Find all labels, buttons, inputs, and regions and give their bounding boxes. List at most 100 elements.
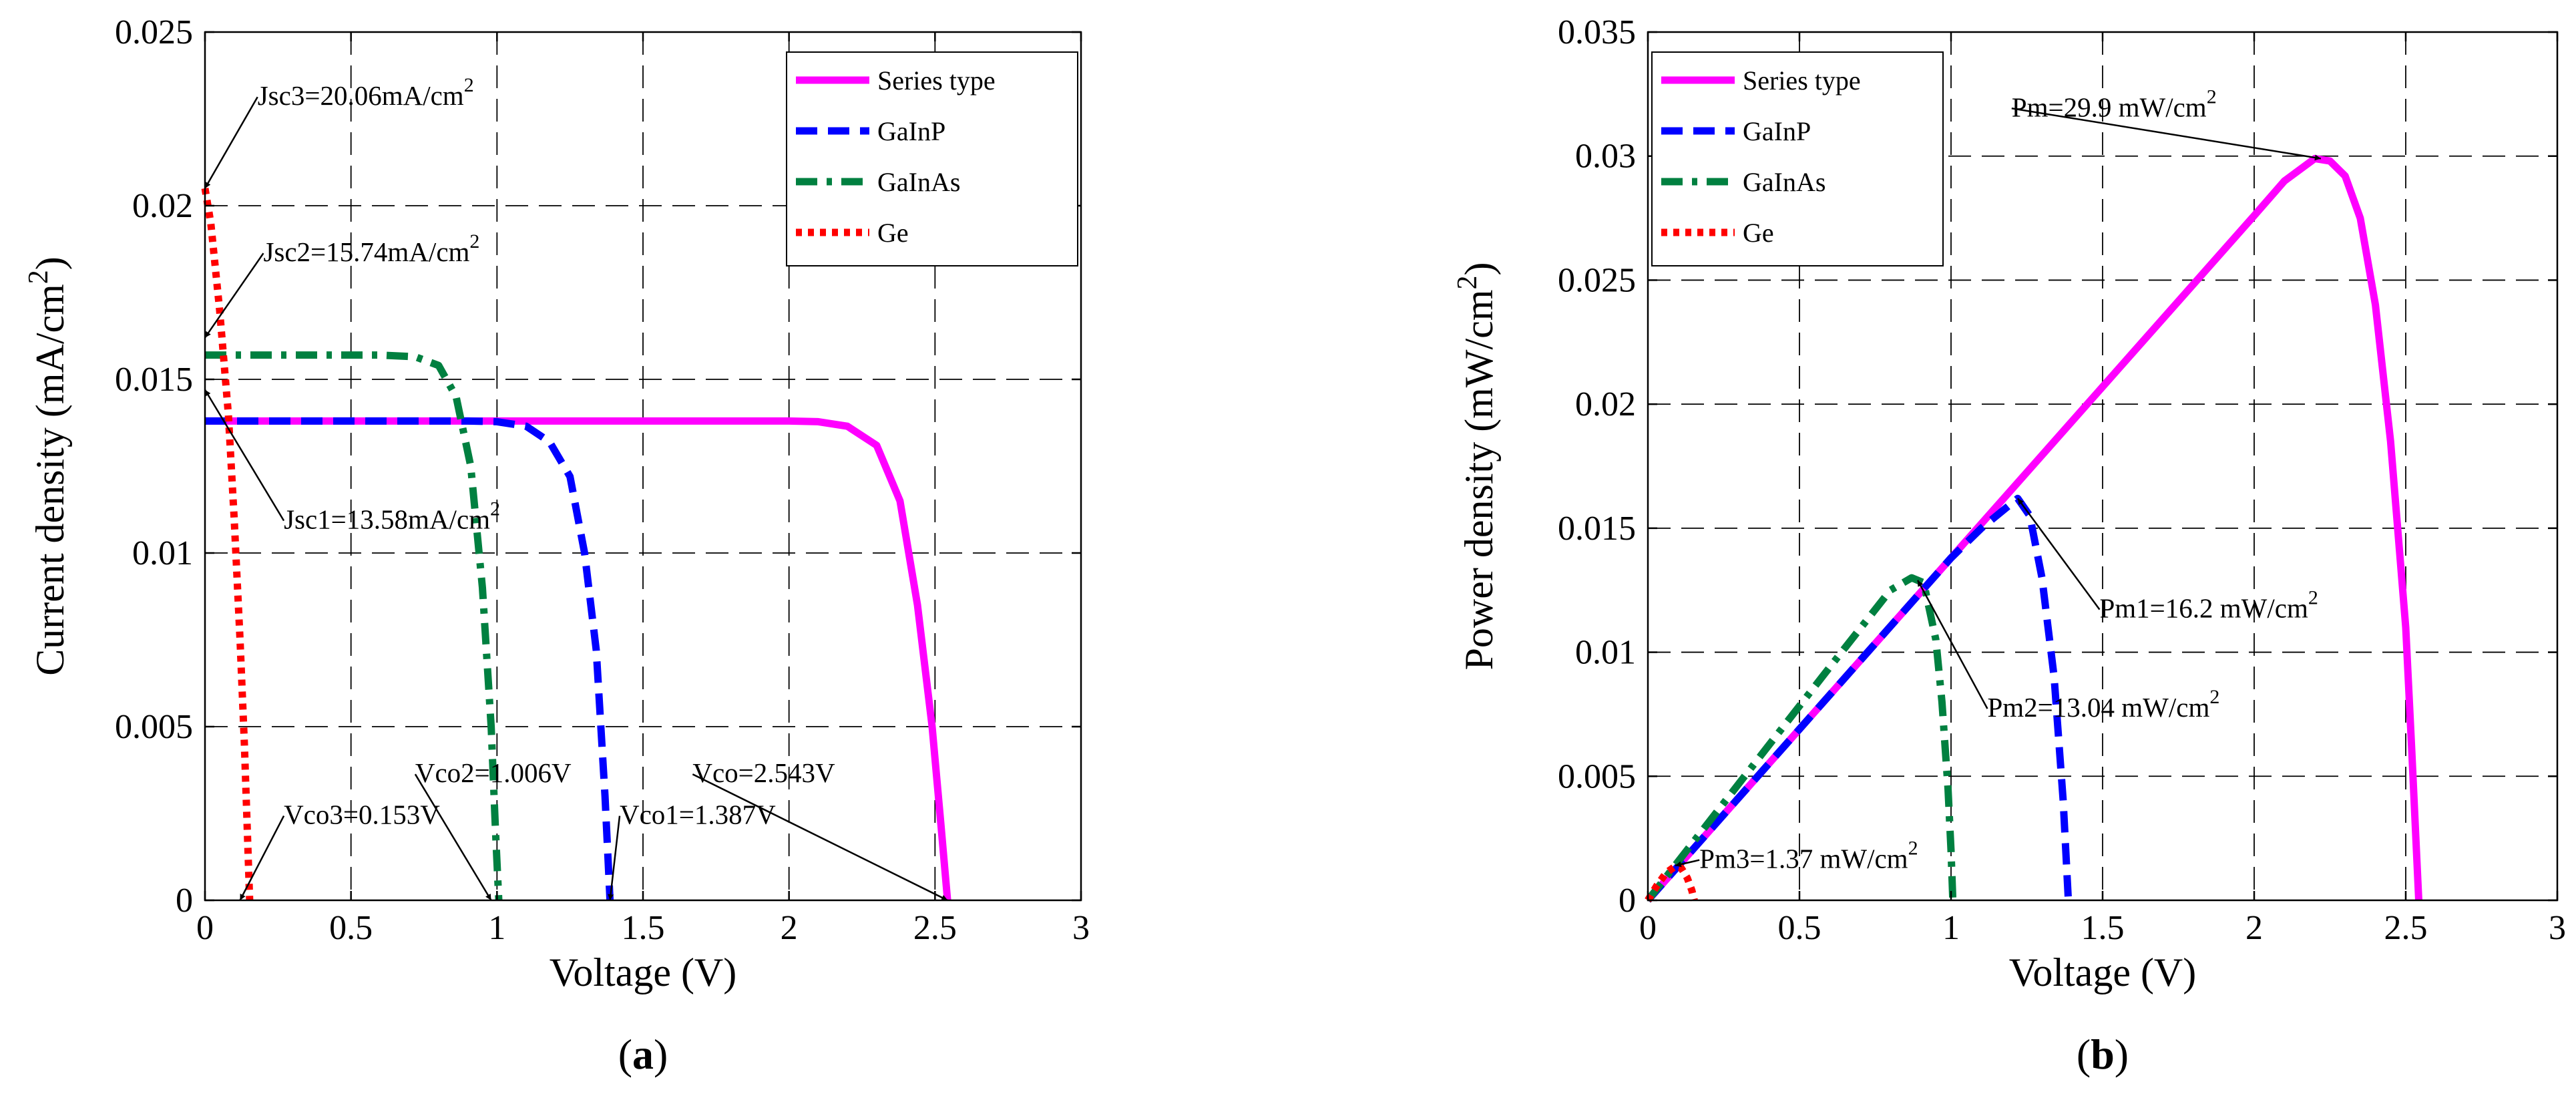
series-line-ge bbox=[1645, 862, 1698, 902]
legend-label: Series type bbox=[1743, 65, 1861, 96]
series-line-gainas bbox=[205, 351, 503, 901]
annotation-text: Pm=29.9 mW/cm bbox=[2012, 91, 2207, 122]
series-line-gainp bbox=[205, 417, 614, 901]
y-tick-label: 0.01 bbox=[1575, 634, 1636, 672]
annotation-arrow bbox=[1916, 580, 1988, 709]
annotation-label: Vco=2.543V bbox=[692, 757, 835, 788]
annotation-sup: 2 bbox=[469, 230, 479, 252]
series-line-series-type bbox=[1645, 154, 2422, 903]
y-tick-label: 0.03 bbox=[1575, 138, 1636, 176]
annotation-arrow bbox=[204, 96, 258, 189]
annotation-sup: 2 bbox=[2207, 85, 2217, 108]
legend: Series type GaInP GaInAs Ge bbox=[1651, 51, 1944, 266]
annotation-text: Pm3=1.37 mW/cm bbox=[1699, 844, 1908, 874]
annotation-text: Pm2=13.04 mW/cm bbox=[1987, 692, 2209, 723]
annotation-arrow bbox=[239, 815, 285, 901]
annotation-arrow bbox=[2016, 498, 2101, 610]
y-tick-label: 0.015 bbox=[115, 361, 193, 399]
annotation-arrow bbox=[204, 389, 285, 522]
y-axis-label-sup: 2 bbox=[23, 270, 54, 284]
x-tick-label: 0.5 bbox=[329, 909, 373, 947]
legend-label: Ge bbox=[1743, 218, 1774, 248]
annotation-sup: 2 bbox=[2308, 587, 2318, 609]
axis-ticks: 0 0.5 1 1.5 2 2.5 3 0 0.005 0.01 0.015 0.02 0.025 bbox=[115, 13, 1090, 947]
y-tick-label: 0.02 bbox=[132, 187, 193, 225]
annotation-label: Jsc3=20.06mA/cm2 bbox=[258, 74, 474, 111]
annotation-label: Vco1=1.387V bbox=[620, 799, 776, 830]
caption-open: ( bbox=[2077, 1031, 2091, 1078]
annotation-text: Jsc2=15.74mA/cm bbox=[263, 236, 469, 267]
annotation-label: Jsc2=15.74mA/cm2 bbox=[263, 230, 479, 267]
annotation-text: Vco3=0.153V bbox=[284, 799, 440, 830]
y-tick-label: 0.025 bbox=[115, 13, 193, 51]
annotation-arrow bbox=[2011, 108, 2322, 161]
series-group bbox=[1645, 154, 2422, 903]
caption-letter: b bbox=[2091, 1031, 2115, 1078]
annotation-text: Vco2=1.006V bbox=[415, 757, 572, 788]
y-axis-label-close: ) bbox=[28, 256, 72, 270]
x-axis-label: Voltage (V) bbox=[550, 950, 737, 994]
annotation-text: Jsc1=13.58mA/cm bbox=[284, 504, 490, 535]
series-line-ge bbox=[201, 188, 254, 901]
legend-label: GaInP bbox=[1743, 116, 1811, 146]
y-axis-label-sup: 2 bbox=[1452, 276, 1483, 290]
panel-caption: (a) bbox=[618, 1031, 668, 1078]
annotation-arrow bbox=[204, 252, 264, 339]
x-tick-label: 1 bbox=[1942, 909, 1960, 947]
legend-label: GaInAs bbox=[877, 167, 960, 197]
x-tick-label: 2.5 bbox=[913, 909, 957, 947]
y-axis-label-main: Current density (mA/cm bbox=[28, 284, 72, 676]
y-tick-label: 0.025 bbox=[1558, 261, 1636, 299]
x-tick-label: 2 bbox=[2245, 909, 2263, 947]
y-tick-label: 0.005 bbox=[115, 708, 193, 746]
y-tick-label: 0.015 bbox=[1558, 510, 1636, 548]
x-tick-label: 2 bbox=[781, 909, 798, 947]
grid-lines bbox=[1648, 32, 2557, 900]
y-tick-label: 0.02 bbox=[1575, 385, 1636, 423]
y-axis-label-close: ) bbox=[1457, 262, 1501, 276]
x-axis-label: Voltage (V) bbox=[2009, 950, 2197, 994]
annotation-sup: 2 bbox=[1908, 838, 1918, 860]
x-tick-label: 3 bbox=[1072, 909, 1090, 947]
annotation-text: Vco=2.543V bbox=[692, 757, 835, 788]
annotation-sup: 2 bbox=[464, 74, 474, 96]
series-group bbox=[201, 188, 951, 901]
series-line-gainas bbox=[1645, 574, 1957, 903]
annotation-arrow bbox=[608, 815, 621, 901]
annotation-arrow bbox=[1675, 859, 1700, 868]
x-tick-label: 0.5 bbox=[1778, 909, 1821, 947]
annotation-text: Jsc3=20.06mA/cm bbox=[258, 80, 464, 111]
annotation-label: Jsc1=13.58mA/cm2 bbox=[284, 498, 500, 535]
y-tick-label: 0 bbox=[176, 882, 193, 920]
y-axis-label: Current density (mA/cm2) bbox=[23, 256, 72, 676]
y-axis-label-main: Power density (mW/cm bbox=[1457, 290, 1501, 671]
chart-panel-a: 0 0.5 1 1.5 2 2.5 3 0 0.005 0.01 0.015 0.02 0.025 Vol… bbox=[23, 13, 1090, 1078]
annotation-arrow bbox=[692, 773, 948, 902]
annotation-label: Pm2=13.04 mW/cm2 bbox=[1987, 686, 2219, 723]
annotation-text: Vco1=1.387V bbox=[620, 799, 776, 830]
legend-label: GaInP bbox=[877, 116, 945, 146]
annotation-text: Pm1=16.2 mW/cm bbox=[2099, 593, 2308, 624]
caption-letter: a bbox=[632, 1031, 654, 1078]
x-tick-label: 1.5 bbox=[622, 909, 665, 947]
annotation-sup: 2 bbox=[490, 498, 500, 520]
y-tick-label: 0.01 bbox=[132, 534, 193, 572]
x-tick-label: 2.5 bbox=[2384, 909, 2428, 947]
annotation-label: Pm3=1.37 mW/cm2 bbox=[1699, 838, 1918, 874]
annotation-label: Pm=29.9 mW/cm2 bbox=[2012, 85, 2217, 122]
annotations: Jsc3=20.06mA/cm2Jsc2=15.74mA/cm2Jsc1=13.… bbox=[204, 74, 948, 902]
caption-open: ( bbox=[618, 1031, 632, 1078]
annotation-label: Vco3=0.153V bbox=[284, 799, 440, 830]
y-tick-label: 0.005 bbox=[1558, 757, 1636, 795]
chart-panel-b: 0 0.5 1 1.5 2 2.5 3 0 0.005 0.01 0.015 0.02 0.025 0.0… bbox=[1452, 13, 2566, 1078]
y-tick-label: 0 bbox=[1619, 882, 1636, 920]
legend: Series type GaInP GaInAs Ge bbox=[786, 51, 1078, 266]
x-tick-label: 3 bbox=[2549, 909, 2566, 947]
x-tick-label: 0 bbox=[196, 909, 214, 947]
x-tick-label: 1.5 bbox=[2081, 909, 2125, 947]
annotation-label: Pm1=16.2 mW/cm2 bbox=[2099, 587, 2318, 624]
legend-label: Ge bbox=[877, 218, 909, 248]
x-tick-label: 0 bbox=[1639, 909, 1657, 947]
x-tick-label: 1 bbox=[488, 909, 505, 947]
